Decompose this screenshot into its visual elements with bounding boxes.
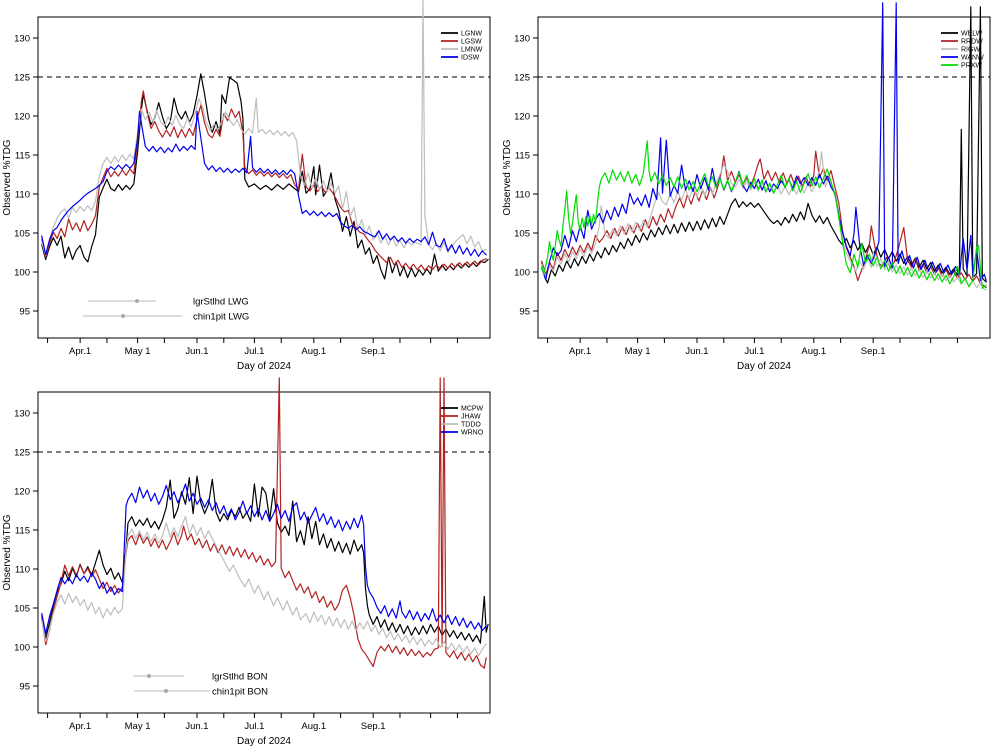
inner-legend-label: chin1pit BON (212, 686, 268, 697)
inner-legend-label: chin1pit LWG (193, 311, 249, 322)
legend-label-WRNO: WRNO (461, 430, 484, 437)
y-tick-label: 105 (14, 603, 30, 614)
x-tick-label: May 1 (125, 346, 151, 357)
x-tick-label: Apr.1 (69, 721, 91, 732)
x-tick-label: Apr.1 (569, 346, 591, 357)
inner-legend-point (147, 674, 151, 678)
inner-legend-point (135, 299, 139, 303)
legend-label-LMNW: LMNW (461, 47, 483, 54)
x-axis-title: Day of 2024 (237, 361, 291, 372)
series-line-RIGW (541, 151, 987, 291)
plot-box (37, 16, 491, 339)
y-axis-title: Observed %TDG (502, 139, 513, 215)
y-tick-label: 110 (515, 189, 530, 200)
inner-legend-label: lgrStlhd LWG (193, 296, 249, 307)
series-line-LGSW (41, 90, 487, 271)
legend-label-IDSW: IDSW (461, 55, 480, 62)
series-line-MCPW (41, 475, 489, 644)
legend-label-LGSW: LGSW (461, 39, 482, 46)
x-tick-label: May 1 (625, 346, 651, 357)
legend-label-LGNW: LGNW (461, 31, 482, 38)
chart-lower-columbia: 95 100 105 110 115 120 125 130 Apr.1 May 1 Jun.1 Ju… (2, 377, 491, 747)
y-tick-label: 105 (14, 228, 30, 239)
legend-label-WANW: WANW (961, 55, 984, 62)
y-tick-label: 115 (15, 150, 30, 161)
x-tick-label: Jul.1 (744, 346, 764, 357)
y-tick-label: 125 (14, 447, 30, 458)
y-tick-label: 95 (19, 681, 30, 692)
y-tick-label: 120 (14, 111, 30, 122)
series-line-IDSW (41, 110, 487, 257)
y-tick-label: 100 (514, 267, 530, 278)
y-tick-label: 100 (14, 642, 30, 653)
chart-mid-columbia: 95 100 105 110 115 120 125 130 Apr.1 May 1 Jun.1 Ju… (502, 2, 991, 372)
y-tick-label: 130 (14, 33, 30, 44)
x-tick-label: Apr.1 (69, 346, 91, 357)
legend-label-WELW: WELW (961, 31, 983, 38)
legend-label-MCPW: MCPW (461, 406, 484, 413)
y-tick-label: 95 (19, 306, 30, 317)
legend-label-JHAW: JHAW (461, 414, 481, 421)
series-line-LGNW (41, 73, 489, 280)
x-tick-label: Jun.1 (185, 721, 208, 732)
x-tick-label: Sep.1 (361, 721, 386, 732)
y-tick-label: 130 (514, 33, 530, 44)
legend-label-RIGW: RIGW (961, 47, 980, 54)
legend-label-TDDO: TDDO (461, 422, 481, 429)
series-line-TDDO (41, 516, 487, 657)
plot-box (537, 16, 991, 339)
y-axis-title: Observed %TDG (2, 514, 13, 590)
series-line-LMNW (41, 0, 487, 257)
x-tick-label: Jun.1 (685, 346, 708, 357)
y-tick-label: 125 (514, 72, 530, 83)
y-axis-title: Observed %TDG (2, 139, 13, 215)
x-tick-label: Jun.1 (185, 346, 208, 357)
inner-legend-label: lgrStlhd BON (212, 671, 268, 682)
y-tick-label: 110 (15, 564, 30, 575)
series-line-WANW (541, 2, 987, 282)
y-tick-label: 110 (15, 189, 30, 200)
inner-legend-point (121, 314, 125, 318)
plot-box (37, 391, 491, 714)
x-tick-label: Aug.1 (301, 721, 326, 732)
x-tick-label: Jul.1 (244, 346, 264, 357)
x-tick-label: Sep.1 (361, 346, 386, 357)
y-tick-label: 120 (14, 486, 30, 497)
x-tick-label: May 1 (125, 721, 151, 732)
y-tick-label: 105 (514, 228, 530, 239)
x-tick-label: Sep.1 (861, 346, 886, 357)
x-tick-label: Jul.1 (244, 721, 264, 732)
series-line-WELW (541, 6, 987, 284)
series-line-JHAW (41, 377, 487, 669)
legend-label-RRDW: RRDW (961, 39, 983, 46)
x-axis-title: Day of 2024 (737, 361, 791, 372)
x-tick-label: Aug.1 (801, 346, 826, 357)
y-tick-label: 115 (515, 150, 530, 161)
chart-snake-river: 95 100 105 110 115 120 125 130 Apr.1 May 1 Jun.1 Ju… (2, 0, 491, 372)
inner-legend-point (164, 689, 168, 693)
x-axis-title: Day of 2024 (237, 736, 291, 747)
y-tick-label: 130 (14, 408, 30, 419)
y-tick-label: 120 (514, 111, 530, 122)
y-tick-label: 115 (15, 525, 30, 536)
series-line-PRXW (541, 140, 987, 289)
y-tick-label: 95 (519, 306, 530, 317)
y-tick-label: 125 (14, 72, 30, 83)
legend-label-PRXW: PRXW (961, 63, 982, 70)
series-line-WRNO (41, 483, 487, 635)
x-tick-label: Aug.1 (301, 346, 326, 357)
y-tick-label: 100 (14, 267, 30, 278)
